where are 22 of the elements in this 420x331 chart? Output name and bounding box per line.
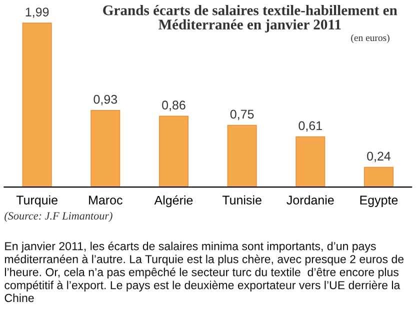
data-label: 1,99 — [26, 8, 49, 18]
bar — [364, 166, 394, 188]
x-tick-label: Turquie — [16, 195, 58, 207]
data-label: 0,93 — [94, 94, 118, 106]
data-label: 0,24 — [367, 152, 391, 162]
text: En janvier 2011, les écarts de salaires minima sont importants, d’un pays méditerranéen à l’autre. La Turquie est la plus chère, avec presque 2 euros de l’heure. Or, cela n’a pas empêché le secteur turc du textile d’être encore plus compétitif à l’export. Le pays est le deuxième exportateur vers l’UE derrière la Chine — [4, 242, 404, 302]
text: (en euros) — [351, 34, 390, 44]
text: (Source: J.F Limantour) — [4, 212, 112, 222]
x-tick-label: Maroc — [89, 196, 122, 205]
bar — [227, 124, 257, 188]
x-tick-label: Tunisie — [222, 195, 262, 205]
bar — [22, 22, 52, 188]
data-label: 0,86 — [162, 100, 186, 112]
x-tick-label: Algérie — [154, 195, 193, 208]
x-tick-label: Jordanie — [286, 195, 334, 205]
x-tick-label: Egypte — [360, 196, 398, 207]
bar — [90, 110, 120, 188]
data-label: 0,61 — [298, 121, 322, 132]
chart-title: Grands écarts de salaires textile-habillement en Méditerranée en janvier 2011 — [103, 4, 398, 32]
bar — [158, 116, 189, 188]
data-label: 0,75 — [230, 110, 254, 120]
bar — [296, 136, 326, 188]
